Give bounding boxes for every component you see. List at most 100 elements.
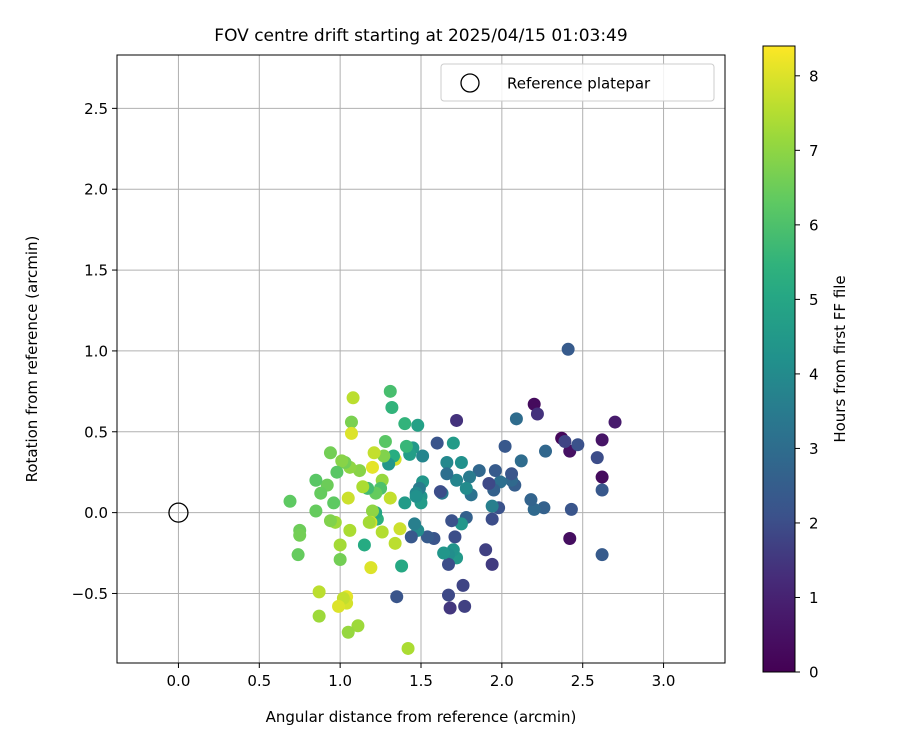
colorbar: 0 1 2 3 4 5 6 7 8 Hours from first FF file: [762, 45, 849, 682]
legend: Reference platepar: [440, 63, 715, 102]
legend-marker-icon: [460, 73, 480, 93]
data-point: [411, 418, 425, 432]
data-point: [357, 538, 371, 552]
data-point: [344, 426, 358, 440]
data-point: [351, 619, 365, 633]
data-point: [312, 609, 326, 623]
data-point: [440, 467, 454, 481]
data-point: [383, 491, 397, 505]
data-point: [344, 415, 358, 429]
data-point: [312, 585, 326, 599]
data-point: [445, 514, 459, 528]
data-point: [378, 434, 392, 448]
data-point: [485, 557, 499, 571]
y-tick-label: 0.5: [84, 423, 108, 441]
data-point: [332, 599, 346, 613]
y-tick-label: 2.0: [84, 181, 108, 199]
data-point: [441, 588, 455, 602]
x-tick-label: 1.0: [328, 672, 352, 690]
data-point: [309, 473, 323, 487]
data-point: [408, 517, 422, 531]
data-point: [558, 434, 572, 448]
data-point: [430, 436, 444, 450]
data-point: [454, 455, 468, 469]
data-point: [327, 496, 341, 510]
data-point: [309, 504, 323, 518]
data-point: [505, 467, 519, 481]
colorbar-tick-label: 7: [809, 142, 819, 160]
colorbar-tick-label: 1: [809, 589, 819, 607]
data-point: [416, 449, 430, 463]
data-point: [335, 454, 349, 468]
data-point: [440, 455, 454, 469]
colorbar-frame: [762, 45, 796, 673]
data-point: [524, 493, 538, 507]
data-point: [283, 494, 297, 508]
x-tick-label: 1.5: [409, 672, 433, 690]
data-point: [509, 412, 523, 426]
data-point: [356, 480, 370, 494]
data-point: [385, 401, 399, 415]
y-tick-label: −0.5: [72, 585, 108, 603]
colorbar-label: Hours from first FF file: [831, 275, 849, 442]
data-point: [393, 522, 407, 536]
data-point: [530, 407, 544, 421]
x-tick-label: 3.0: [652, 672, 676, 690]
data-point: [365, 504, 379, 518]
data-point: [333, 553, 347, 567]
data-point: [433, 485, 447, 499]
data-point: [367, 446, 381, 460]
data-point: [404, 530, 418, 544]
data-point: [472, 464, 486, 478]
x-tick-label: 2.0: [490, 672, 514, 690]
data-point: [450, 473, 464, 487]
data-point: [459, 481, 473, 495]
data-point: [364, 561, 378, 575]
data-point: [482, 477, 496, 491]
data-point: [479, 543, 493, 557]
data-point: [537, 501, 551, 515]
x-tick-label: 0.0: [167, 672, 191, 690]
data-point: [420, 530, 434, 544]
data-point: [446, 436, 460, 450]
data-point: [330, 465, 344, 479]
data-point: [561, 342, 575, 356]
colorbar-tick-label: 6: [809, 216, 819, 234]
legend-box: [440, 63, 715, 102]
y-tick-label: 2.5: [84, 100, 108, 118]
x-axis-label: Angular distance from reference (arcmin): [266, 708, 577, 726]
y-tick-label: 1.0: [84, 342, 108, 360]
colorbar-gradient: [763, 46, 795, 672]
data-point: [398, 417, 412, 431]
colorbar-tick-label: 2: [809, 514, 819, 532]
y-axis-ticks: −0.5 0.0 0.5 1.0 1.5 2.0 2.5: [72, 100, 117, 603]
grid-lines: [117, 55, 725, 663]
colorbar-tick-label: 0: [809, 664, 819, 682]
data-point: [323, 514, 337, 528]
data-point: [595, 483, 609, 497]
data-point: [485, 499, 499, 513]
data-point: [458, 599, 472, 613]
x-tick-label: 2.5: [571, 672, 595, 690]
data-point: [409, 489, 423, 503]
data-point: [463, 470, 477, 484]
data-point: [539, 444, 553, 458]
data-point: [456, 578, 470, 592]
colorbar-tick-label: 5: [809, 291, 819, 309]
data-point: [291, 548, 305, 562]
data-point: [564, 502, 578, 516]
data-point: [498, 439, 512, 453]
data-point: [595, 548, 609, 562]
x-axis-ticks: 0.0 0.5 1.0 1.5 2.0 2.5 3.0: [167, 663, 676, 690]
data-point: [608, 415, 622, 429]
data-point: [388, 536, 402, 550]
data-point: [395, 559, 409, 573]
data-point: [293, 528, 307, 542]
data-point: [450, 413, 464, 427]
reference-marker-layer: [168, 502, 189, 523]
data-point: [383, 384, 397, 398]
data-point: [398, 496, 412, 510]
data-point: [443, 601, 457, 615]
